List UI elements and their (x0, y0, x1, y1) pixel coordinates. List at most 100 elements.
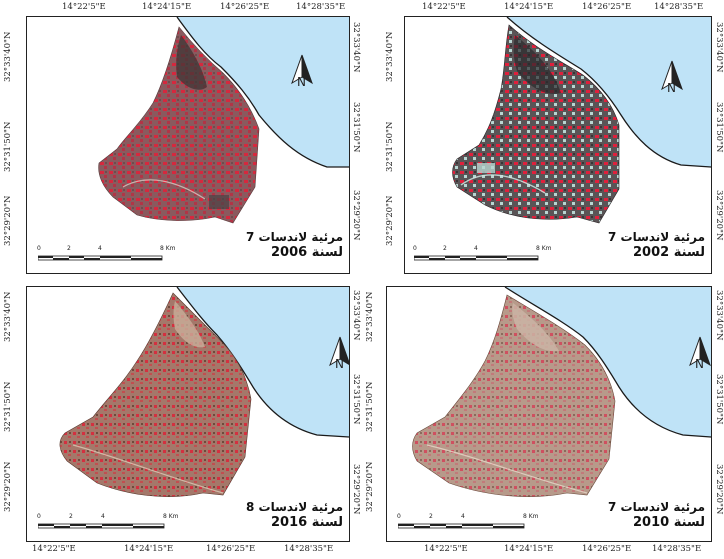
north-arrow: N (683, 327, 711, 375)
satellite-image-2002 (452, 17, 711, 224)
right-tick: 32°33'40"N (351, 22, 361, 73)
scale-label: 0 (37, 245, 41, 252)
north-arrow-icon (291, 54, 313, 85)
scale-label: 2 (67, 245, 71, 252)
sea (505, 287, 711, 437)
left-tick: 32°31'50"N (385, 121, 395, 172)
north-arrow: N (285, 45, 319, 93)
bottom-tick: 14°24'15"E (504, 544, 554, 554)
panel-2016: 32°33'40"N 32°31'50"N 32°29'20"N 32°33'4… (0, 280, 362, 559)
scale-bar-graphic (414, 255, 539, 261)
bottom-tick: 14°26'25"E (206, 544, 256, 554)
panel-title: مرئية لاندسات 7 لسنة 2002 (565, 229, 705, 261)
right-tick: 32°29'20"N (714, 464, 724, 515)
top-tick: 14°24'15"E (142, 2, 192, 12)
grey-patch (209, 195, 229, 209)
panel-title: مرئية لاندسات 8 لسنة 2016 (203, 499, 343, 531)
coastline (176, 287, 349, 438)
scale-bar-graphic (38, 523, 165, 529)
top-tick: 14°28'35"E (296, 2, 346, 12)
right-tick: 32°33'40"N (351, 290, 361, 341)
top-tick: 14°26'25"E (220, 2, 270, 12)
left-tick: 32°31'50"N (3, 121, 13, 172)
light-patch (477, 163, 495, 173)
right-tick: 32°31'50"N (714, 102, 724, 153)
north-label: N (667, 81, 676, 95)
left-tick: 32°33'40"N (365, 291, 375, 342)
road (72, 444, 224, 494)
map-frame: N مرئية لاندسات 8 لسنة 2016 0 2 4 8 Km (26, 286, 350, 542)
dark-patch (176, 35, 207, 90)
coastline (504, 287, 711, 438)
title-line-1: مرئية لاندسات 7 (245, 230, 343, 244)
panel-title: مرئية لاندسات 7 لسنة 2006 (203, 229, 343, 261)
map-frame: N مرئية لاندسات 7 لسنة 2010 0 2 4 8 Km (386, 286, 712, 542)
top-tick: 14°26'25"E (582, 2, 632, 12)
left-tick: 32°29'20"N (365, 461, 375, 512)
top-tick: 14°28'35"E (654, 2, 704, 12)
left-tick: 32°31'50"N (365, 381, 375, 432)
study-area (412, 294, 616, 497)
panel-2010: 32°33'40"N 32°31'50"N 32°29'20"N 32°33'4… (362, 280, 724, 559)
north-arrow-icon (689, 336, 711, 367)
title-line-1: مرئية لاندسات 8 (245, 500, 343, 514)
right-tick: 32°29'20"N (351, 190, 361, 241)
right-tick: 32°33'40"N (714, 22, 724, 73)
right-tick: 32°29'20"N (351, 464, 361, 515)
north-label: N (297, 75, 306, 89)
study-area (98, 26, 260, 224)
scale-bar-graphic (398, 523, 525, 529)
right-tick: 32°29'20"N (714, 190, 724, 241)
north-label: N (695, 357, 704, 371)
left-tick: 32°33'40"N (3, 291, 13, 342)
bottom-tick: 14°28'35"E (284, 544, 334, 554)
sea (177, 287, 349, 437)
north-arrow: N (655, 51, 689, 99)
road (426, 444, 588, 494)
left-tick: 32°31'50"N (3, 381, 13, 432)
scale-label: 2 (443, 245, 447, 252)
top-tick: 14°22'5"E (422, 2, 466, 12)
left-tick: 32°29'20"N (3, 195, 13, 246)
north-arrow-icon (661, 60, 683, 91)
scale-bar: 0 2 4 8 Km (413, 245, 563, 265)
sea (177, 17, 349, 167)
scale-label: 8 Km (523, 513, 539, 520)
scale-bar: 0 2 4 8 Km (397, 513, 567, 533)
panel-2002: 14°22'5"E 14°24'15"E 14°26'25"E 14°28'35… (362, 0, 724, 280)
scale-label: 0 (397, 513, 401, 520)
scale-label: 4 (98, 245, 102, 252)
title-line-1: مرئية لاندسات 7 (607, 500, 705, 514)
satellite-image-2006 (98, 17, 349, 224)
dark-patch (513, 35, 561, 94)
scale-label: 4 (101, 513, 105, 520)
scale-label: 0 (413, 245, 417, 252)
scale-label: 8 Km (536, 245, 552, 252)
bottom-tick: 14°22'5"E (32, 544, 76, 554)
scale-label: 8 Km (163, 513, 179, 520)
title-line-2: لسنة 2010 (632, 515, 705, 530)
right-tick: 32°31'50"N (351, 102, 361, 153)
scale-label: 2 (429, 513, 433, 520)
right-tick: 32°31'50"N (351, 374, 361, 425)
right-tick: 32°31'50"N (714, 374, 724, 425)
title-line-2: لسنة 2002 (632, 245, 705, 260)
right-tick: 32°33'40"N (714, 290, 724, 341)
scale-bar: 0 2 4 8 Km (37, 245, 187, 265)
study-area (452, 24, 620, 224)
road (460, 174, 546, 194)
scale-bar-graphic (38, 255, 163, 261)
scale-label: 8 Km (160, 245, 176, 252)
title-line-1: مرئية لاندسات 7 (607, 230, 705, 244)
bottom-tick: 14°26'25"E (582, 544, 632, 554)
satellite-image-2010 (412, 287, 711, 497)
scale-label: 2 (69, 513, 73, 520)
map-frame: N مرئية لاندسات 7 لسنة 2006 0 2 4 8 Km (26, 16, 350, 274)
left-tick: 32°29'20"N (385, 195, 395, 246)
road (122, 179, 206, 200)
satellite-image-2016 (59, 287, 349, 497)
title-line-2: لسنة 2006 (270, 245, 343, 260)
panel-title: مرئية لاندسات 7 لسنة 2010 (565, 499, 705, 531)
left-tick: 32°33'40"N (385, 31, 395, 82)
title-line-2: لسنة 2016 (270, 515, 343, 530)
